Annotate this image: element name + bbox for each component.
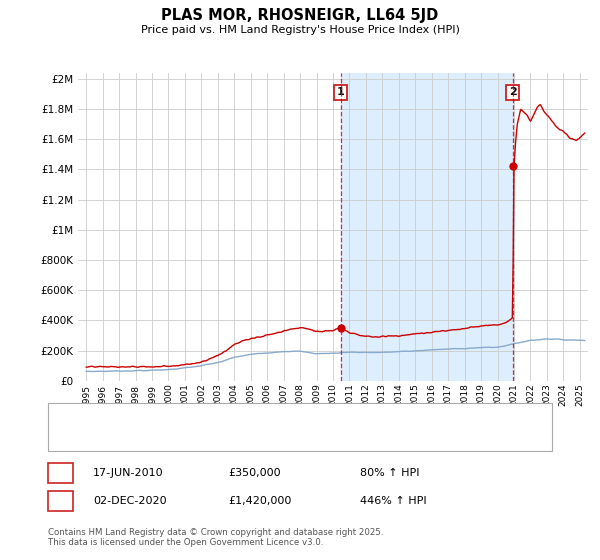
Text: 02-DEC-2020: 02-DEC-2020: [93, 496, 167, 506]
Text: —: —: [63, 409, 79, 424]
Text: Contains HM Land Registry data © Crown copyright and database right 2025.
This d: Contains HM Land Registry data © Crown c…: [48, 528, 383, 547]
Text: £350,000: £350,000: [228, 468, 281, 478]
Text: 446% ↑ HPI: 446% ↑ HPI: [360, 496, 427, 506]
Text: PLAS MOR, RHOSNEIGR, LL64 5JD (detached house): PLAS MOR, RHOSNEIGR, LL64 5JD (detached …: [87, 412, 356, 422]
Text: 1: 1: [337, 87, 344, 97]
Text: —: —: [63, 431, 79, 446]
Text: HPI: Average price, detached house, Isle of Anglesey: HPI: Average price, detached house, Isle…: [87, 434, 362, 444]
Text: 80% ↑ HPI: 80% ↑ HPI: [360, 468, 419, 478]
Bar: [341, 73, 512, 381]
Text: £1,420,000: £1,420,000: [228, 496, 292, 506]
Text: PLAS MOR, RHOSNEIGR, LL64 5JD: PLAS MOR, RHOSNEIGR, LL64 5JD: [161, 8, 439, 24]
Text: 17-JUN-2010: 17-JUN-2010: [93, 468, 164, 478]
Text: 2: 2: [57, 496, 64, 506]
Text: 2: 2: [509, 87, 517, 97]
Text: 1: 1: [57, 468, 64, 478]
Text: Price paid vs. HM Land Registry's House Price Index (HPI): Price paid vs. HM Land Registry's House …: [140, 25, 460, 35]
